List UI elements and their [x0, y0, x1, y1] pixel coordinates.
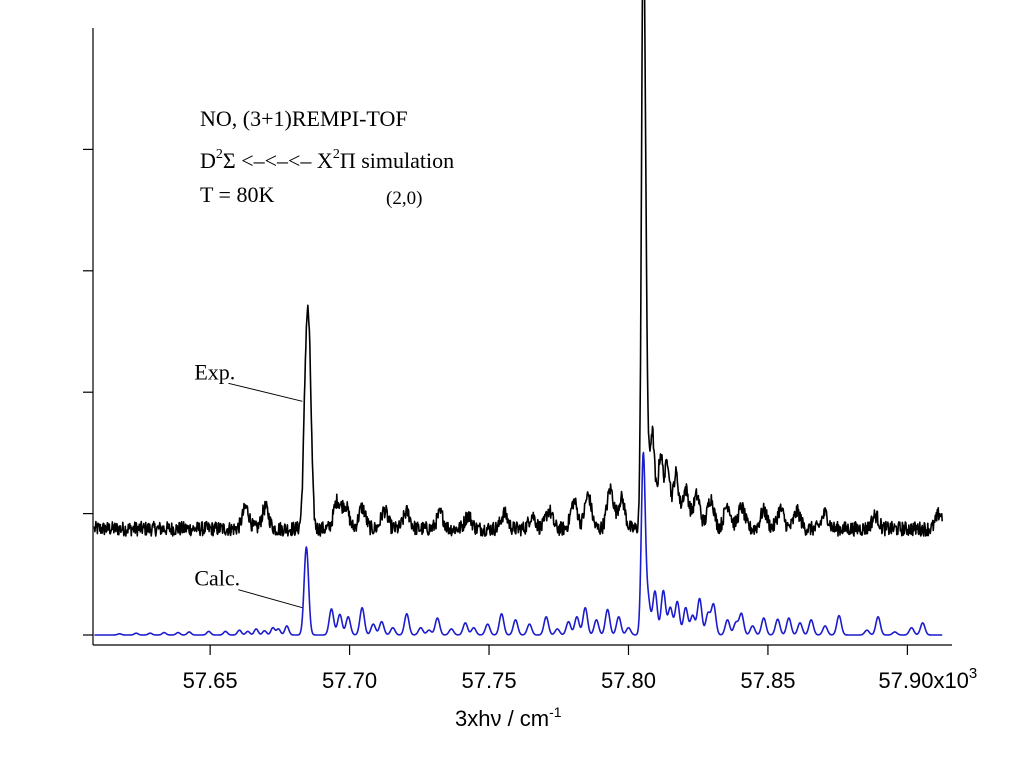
x-tick-label-0: 57.65	[183, 668, 238, 693]
x-tick-label-4: 57.85	[740, 668, 795, 693]
series-layer	[93, 0, 944, 636]
series-label-1: Calc.	[194, 566, 240, 591]
annotation-title: NO, (3+1)REMPI-TOF	[200, 106, 408, 131]
axes: 57.65 57.70 57.75 57.80 57.85 57.90x103	[83, 28, 977, 693]
x-tick-label-2: 57.75	[462, 668, 517, 693]
series-line-calc	[94, 451, 943, 636]
x-tick-label-5: 57.90x103	[878, 665, 977, 693]
x-tick-label-1: 57.70	[322, 668, 377, 693]
x-tick-label-3: 57.80	[601, 668, 656, 693]
annotation-transition: D2Σ <–<–<– X2Π simulation	[200, 147, 454, 173]
x-axis-title: 3xhν / cm-1	[455, 704, 562, 731]
series-line-exp	[93, 0, 944, 537]
series-label-0: Exp.	[194, 359, 235, 384]
series-label-leader-0	[228, 382, 303, 402]
annotation-temperature: T = 80K	[200, 182, 274, 207]
annotation-band: (2,0)	[386, 188, 422, 209]
series-label-leader-1	[238, 589, 303, 609]
annotation-layer: NO, (3+1)REMPI-TOF D2Σ <–<–<– X2Π simula…	[194, 106, 454, 609]
